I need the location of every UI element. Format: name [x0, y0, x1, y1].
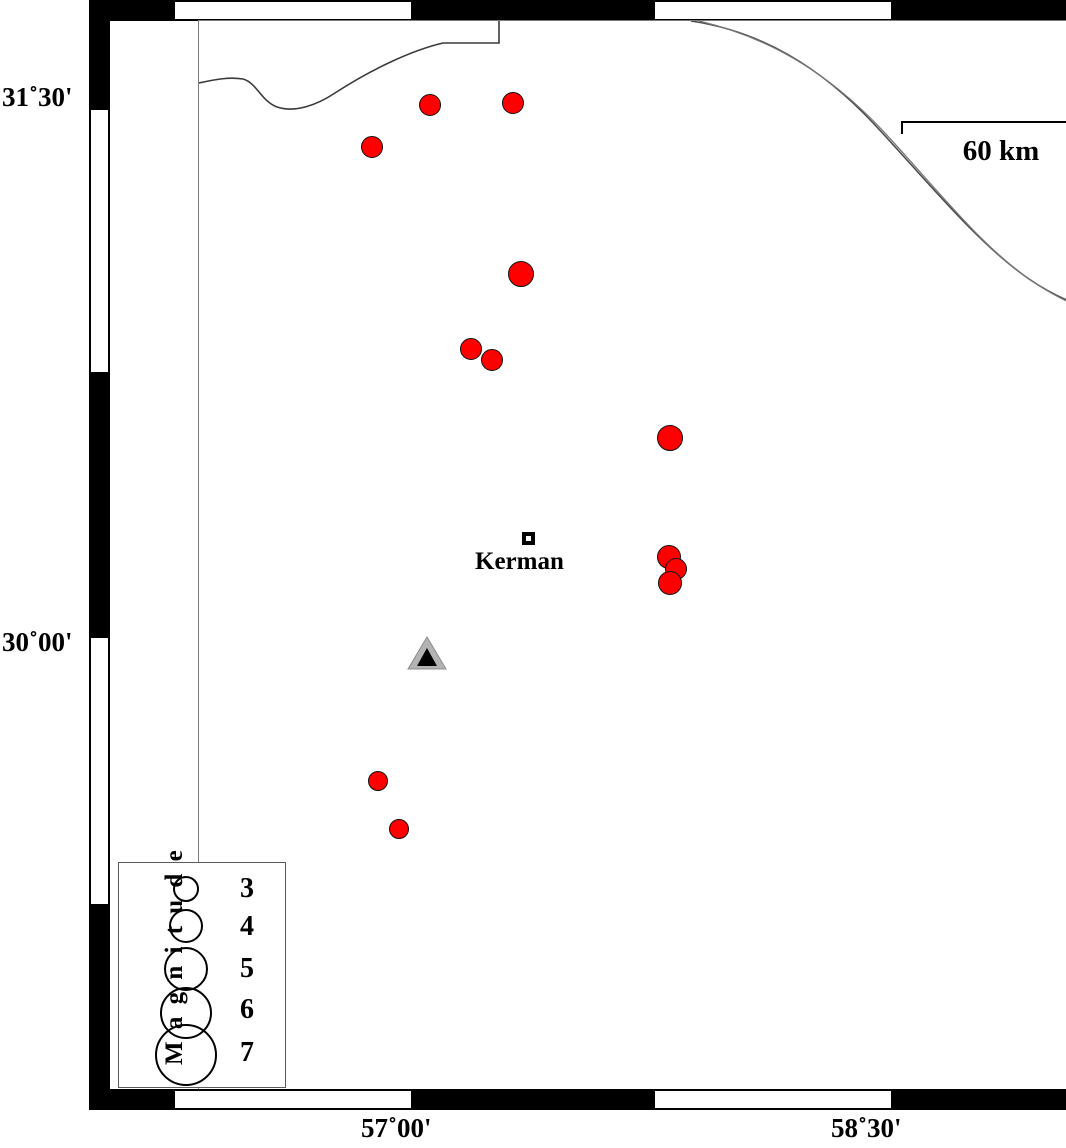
axis-label-lon-57-00: 57˚00'	[361, 1113, 432, 1143]
epicenter-marker[interactable]	[389, 819, 409, 839]
legend-value-mag-6: 6	[240, 994, 254, 1025]
city-label-kerman: Kerman	[475, 548, 564, 575]
boundary-line-northwest	[199, 21, 500, 110]
epicenter-marker[interactable]	[361, 136, 383, 158]
epicenter-marker[interactable]	[368, 771, 388, 791]
frame-bottom-seg-2	[655, 1091, 891, 1108]
map-frame: Kerman 60 km	[89, 0, 1066, 1110]
legend-value-mag-4: 4	[240, 911, 254, 942]
frame-top-seg-1	[175, 2, 411, 19]
epicenter-marker[interactable]	[658, 571, 682, 595]
legend-circle-mag-3	[173, 876, 199, 902]
epicenter-marker[interactable]	[419, 94, 441, 116]
boundary-line-northeast-b	[698, 21, 1066, 302]
legend-value-mag-5: 5	[240, 953, 254, 984]
scale-bar-label: 60 km	[962, 135, 1040, 167]
frame-left-seg-2	[91, 638, 108, 904]
frame-top-seg-2	[655, 2, 891, 19]
axis-label-lon-58-30: 58˚30'	[831, 1113, 902, 1143]
city-marker-icon[interactable]	[522, 532, 535, 545]
legend-circle-mag-5	[164, 947, 208, 991]
epicenter-marker[interactable]	[460, 338, 482, 360]
epicenter-marker[interactable]	[508, 261, 534, 287]
axis-label-lat-30-00: 30˚00'	[2, 627, 73, 657]
axis-label-lat-31-30: 31˚30'	[2, 82, 73, 112]
legend-value-mag-7: 7	[240, 1037, 254, 1068]
map-plot-area: Kerman 60 km	[199, 21, 1066, 1089]
frame-bottom-seg-1	[175, 1091, 411, 1108]
scale-bar: 60 km	[901, 121, 1066, 169]
station-triangle-icon[interactable]	[406, 635, 448, 671]
legend-value-mag-3: 3	[240, 873, 254, 904]
map-vector-lines	[199, 21, 1066, 302]
scale-bar-tick-left	[901, 121, 903, 134]
legend-circle-mag-7	[155, 1024, 217, 1086]
magnitude-legend: M a g n i t u d e 3 4 5 6 7	[118, 847, 286, 1088]
scale-bar-line	[901, 121, 1066, 123]
frame-left-seg-1	[91, 110, 108, 372]
boundary-line-northeast-a	[690, 21, 1066, 301]
epicenter-marker[interactable]	[657, 425, 683, 451]
legend-circle-mag-4	[169, 909, 203, 943]
epicenter-marker[interactable]	[481, 349, 503, 371]
epicenter-marker[interactable]	[502, 92, 524, 114]
